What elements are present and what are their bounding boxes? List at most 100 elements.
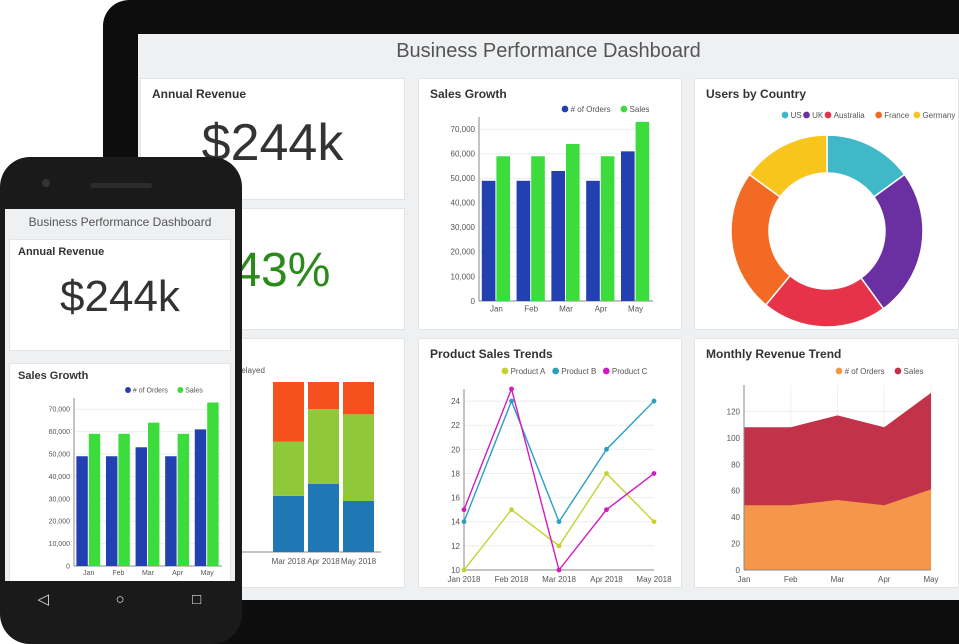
home-icon[interactable]: ○ [115, 590, 125, 608]
monthly-revenue-trend-card: Monthly Revenue Trend # of Orders Sales 0 2… [694, 338, 959, 588]
back-icon[interactable]: ◁ [37, 591, 50, 608]
product-sales-trends-title: Product Sales Trends [430, 347, 553, 361]
line-point [556, 543, 562, 549]
recent-apps-icon[interactable]: □ [192, 590, 202, 608]
phone-sales-growth-chart: # of Orders Sales 0 10,000 20,000 30,000 40,00… [49, 387, 222, 577]
y-tick-label: 40,000 [49, 474, 71, 481]
legend-label: Product A [511, 367, 546, 376]
phone-nav-bar: ◁ ○ □ [5, 581, 235, 617]
sales-bar [496, 156, 511, 301]
y-tick-label: 50,000 [49, 451, 71, 458]
line-point [604, 471, 609, 476]
phone-sales-growth-title: Sales Growth [18, 370, 89, 382]
orders-bar [516, 180, 531, 301]
x-tick-label: Jan [490, 304, 503, 313]
sales-bar [88, 433, 101, 566]
stacked-bar-shipped [273, 441, 304, 496]
sales-growth-title: Sales Growth [430, 87, 507, 101]
y-tick-label: 20,000 [49, 519, 71, 526]
phone-annual-revenue-title: Annual Revenue [18, 246, 105, 258]
stacked-bar-delayed [343, 382, 374, 415]
y-tick-label: 20,000 [451, 248, 476, 257]
line-point [509, 386, 514, 392]
legend-marker [835, 367, 843, 375]
legend-marker [894, 367, 902, 375]
x-tick-label: May 2018 [636, 575, 672, 584]
legend-label: # of Orders [133, 387, 169, 394]
stacked-bar-shipped [308, 409, 339, 484]
legend-marker [561, 105, 569, 113]
sales-bar [177, 433, 190, 566]
annual-revenue-title: Annual Revenue [152, 87, 247, 101]
legend-label: France [884, 111, 909, 120]
sales-bar [635, 121, 650, 301]
y-tick-label: 24 [451, 397, 460, 406]
x-tick-label: Feb [524, 304, 538, 313]
x-tick-label: Apr 2018 [590, 575, 623, 584]
sales-bar [148, 422, 160, 566]
phone-speaker [90, 183, 152, 188]
line-point [604, 507, 609, 513]
pie-slice-uk [860, 173, 924, 310]
y-tick-label: 10,000 [451, 272, 476, 281]
y-tick-label: 60,000 [451, 150, 476, 159]
y-tick-label: 40,000 [451, 199, 476, 208]
phone-dashboard-title: Business Performance Dashboard [28, 215, 212, 229]
sales-bar [207, 402, 219, 566]
x-tick-label: Mar 2018 [272, 557, 306, 566]
users-by-country-card: Users by Country US UK Australia France Germ… [694, 78, 959, 330]
legend-marker [501, 367, 509, 375]
phone-sales-growth-card: Sales Growth # of Orders Sales 0 10,000 20,0… [9, 363, 231, 581]
phone-annual-revenue-value: $244k [60, 272, 180, 321]
y-tick-label: 100 [727, 434, 741, 443]
x-tick-label: Feb 2018 [495, 575, 529, 584]
x-tick-label: Feb [112, 570, 124, 577]
stacked-bar-delayed [273, 382, 304, 442]
legend-label: Sales [904, 367, 924, 376]
x-tick-label: Apr [878, 575, 891, 584]
sales-bar [566, 143, 580, 301]
stacked-bar-cancelled [273, 495, 304, 552]
orders-bar [105, 456, 118, 566]
dashboard-screen: Business Performance Dashboard Annual Re… [138, 34, 959, 600]
legend-marker [125, 387, 131, 393]
y-tick-label: 60 [731, 487, 740, 496]
legend-label: Australia [834, 111, 866, 120]
line-point [461, 519, 467, 525]
y-tick-label: 70,000 [49, 407, 71, 414]
y-tick-label: 0 [471, 297, 476, 306]
line-point [651, 519, 657, 525]
y-tick-label: 10 [451, 566, 460, 575]
line-point [556, 519, 562, 525]
x-tick-label: Jan [738, 575, 751, 584]
legend-marker [602, 367, 610, 375]
x-tick-label: May [923, 575, 938, 584]
legend-label: US [791, 111, 802, 120]
users-by-country-title: Users by Country [706, 87, 807, 101]
phone-camera-icon [42, 179, 50, 187]
legend-label: UK [812, 111, 824, 120]
y-tick-label: 22 [451, 421, 460, 430]
legend-label: Delayed [236, 366, 265, 375]
sales-bar [600, 156, 615, 301]
line-product-b [463, 399, 655, 524]
line-point [651, 398, 657, 404]
product-sales-trends-chart: Product A Product B Product C 10 12 14 16 18 20 2… [448, 367, 673, 584]
y-tick-label: 70,000 [451, 125, 476, 134]
x-tick-label: Mar [831, 575, 845, 584]
x-tick-label: Feb [784, 575, 798, 584]
orders-bar [551, 170, 565, 301]
y-tick-label: 50,000 [451, 174, 476, 183]
phone-annual-revenue-card: Annual Revenue $244k [9, 239, 231, 351]
legend-marker [824, 111, 832, 119]
y-tick-label: 120 [727, 407, 741, 416]
dashboard-title: Business Performance Dashboard [396, 40, 701, 62]
orders-bar [135, 447, 147, 566]
legend-marker [803, 111, 810, 119]
y-tick-label: 30,000 [451, 223, 476, 232]
growth-kpi-value: .43% [221, 244, 331, 297]
x-tick-label: Apr [172, 570, 184, 577]
y-tick-label: 40 [731, 513, 740, 522]
x-tick-label: Mar 2018 [542, 575, 576, 584]
x-tick-label: Mar [559, 304, 573, 313]
